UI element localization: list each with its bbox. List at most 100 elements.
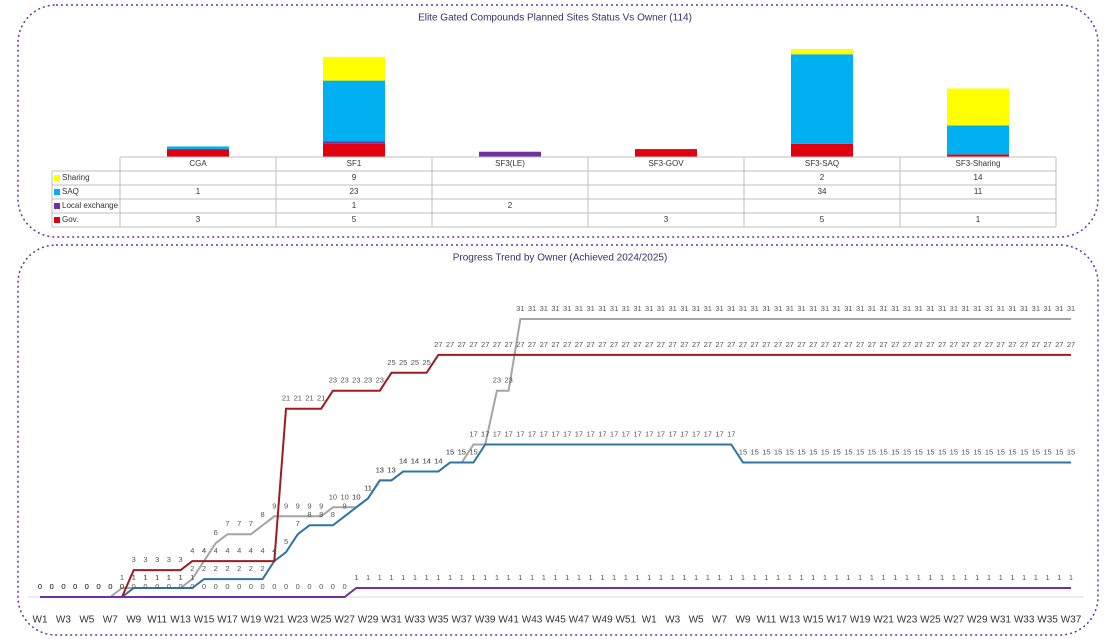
data-label: 1	[1022, 573, 1026, 582]
x-tick-label: W25	[311, 615, 332, 626]
data-label: 23	[376, 376, 384, 385]
table-cell: 14	[974, 173, 983, 182]
data-label: 0	[61, 582, 65, 591]
data-label: 27	[551, 340, 559, 349]
data-label: 0	[108, 582, 112, 591]
data-label: 1	[682, 573, 686, 582]
data-label: 15	[903, 447, 911, 456]
data-label: 0	[38, 582, 42, 591]
data-label: 0	[249, 582, 253, 591]
x-tick-label: W31	[381, 615, 402, 626]
data-label: 0	[307, 582, 311, 591]
x-tick-label: W1	[33, 615, 48, 626]
data-label: 7	[249, 519, 253, 528]
x-tick-label: W45	[545, 615, 566, 626]
data-label: 0	[296, 582, 300, 591]
data-label: 31	[704, 304, 712, 313]
table-cell: 3	[664, 215, 669, 224]
data-label: 2	[214, 564, 218, 573]
data-label: 1	[940, 573, 944, 582]
data-label: 15	[997, 447, 1005, 456]
data-label: 1	[846, 573, 850, 582]
data-label: 0	[50, 582, 54, 591]
data-label: 14	[422, 456, 430, 465]
x-tick-label: W29	[967, 615, 988, 626]
trend-line	[40, 587, 1071, 598]
data-label: 27	[797, 340, 805, 349]
data-label: 17	[633, 430, 641, 439]
data-label: 27	[891, 340, 899, 349]
data-label: 27	[938, 340, 946, 349]
data-label: 1	[811, 573, 815, 582]
x-tick-label: W19	[850, 615, 871, 626]
data-label: 1	[963, 573, 967, 582]
x-tick-label: W23	[897, 615, 918, 626]
data-label: 25	[411, 358, 419, 367]
x-tick-label: W49	[592, 615, 613, 626]
data-label: 31	[1067, 304, 1075, 313]
data-label: 31	[844, 304, 852, 313]
x-tick-label: W35	[428, 615, 449, 626]
data-label: 1	[729, 573, 733, 582]
data-label: 1	[143, 573, 147, 582]
data-label: 31	[598, 304, 606, 313]
data-label: 27	[879, 340, 887, 349]
x-tick-label: W33	[405, 615, 426, 626]
data-label: 0	[38, 582, 42, 591]
data-label: 17	[668, 430, 676, 439]
data-label: 15	[1008, 447, 1016, 456]
table-cell: 1	[976, 215, 981, 224]
table-cell: 23	[350, 187, 359, 196]
bar-segment	[479, 151, 541, 157]
data-label: 27	[1043, 340, 1051, 349]
data-label: 0	[38, 582, 42, 591]
table-cell: 2	[820, 173, 825, 182]
x-tick-label: W1	[642, 615, 657, 626]
data-label: 27	[750, 340, 758, 349]
x-tick-label: W51	[616, 615, 637, 626]
x-tick-label: W27	[944, 615, 965, 626]
trend-line	[40, 318, 1071, 598]
data-label: 17	[481, 430, 489, 439]
bar-segment	[635, 149, 697, 157]
table-cell: 34	[818, 187, 827, 196]
x-tick-label: W23	[287, 615, 308, 626]
x-tick-label: W29	[358, 615, 379, 626]
data-label: 1	[1069, 573, 1073, 582]
data-label: 27	[821, 340, 829, 349]
data-label: 17	[622, 430, 630, 439]
data-label: 31	[797, 304, 805, 313]
data-label: 10	[352, 492, 360, 501]
data-label: 31	[657, 304, 665, 313]
data-label: 15	[1055, 447, 1063, 456]
data-label: 31	[926, 304, 934, 313]
data-label: 14	[411, 456, 419, 465]
data-label: 17	[598, 430, 606, 439]
data-label: 31	[762, 304, 770, 313]
x-tick-label: W11	[147, 615, 167, 626]
data-label: 27	[985, 340, 993, 349]
data-label: 0	[85, 582, 89, 591]
table-cell: 1	[352, 201, 357, 210]
x-tick-label: W21	[264, 615, 285, 626]
data-label: 27	[704, 340, 712, 349]
data-label: 1	[764, 573, 768, 582]
data-label: 1	[167, 573, 171, 582]
data-label: 15	[844, 447, 852, 456]
data-label: 0	[85, 582, 89, 591]
data-label: 31	[985, 304, 993, 313]
data-label: 0	[96, 582, 100, 591]
data-label: 27	[727, 340, 735, 349]
table-header: SF1	[347, 159, 362, 168]
data-label: 1	[1045, 573, 1049, 582]
data-label: 0	[61, 582, 65, 591]
data-label: 15	[797, 447, 805, 456]
chart-title: Elite Gated Compounds Planned Sites Stat…	[418, 13, 692, 24]
data-label: 31	[856, 304, 864, 313]
data-label: 17	[645, 430, 653, 439]
data-label: 27	[1008, 340, 1016, 349]
bar-segment	[323, 141, 385, 144]
bar-segment	[791, 49, 853, 55]
